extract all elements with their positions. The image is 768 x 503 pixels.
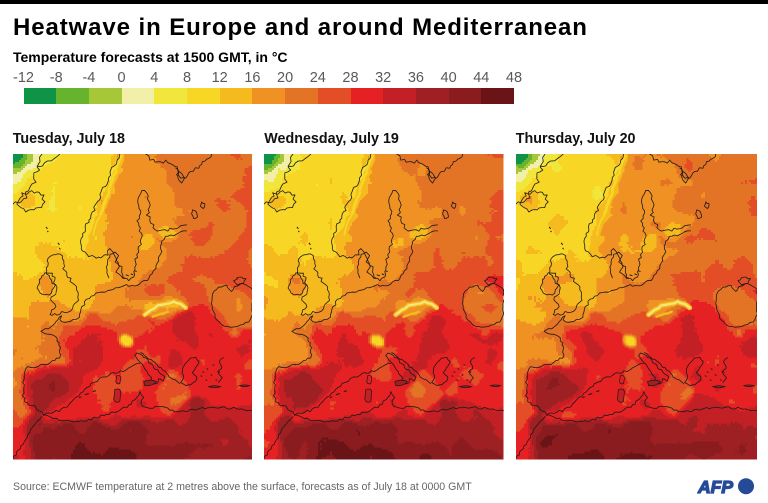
svg-text:AFP: AFP <box>697 477 733 497</box>
